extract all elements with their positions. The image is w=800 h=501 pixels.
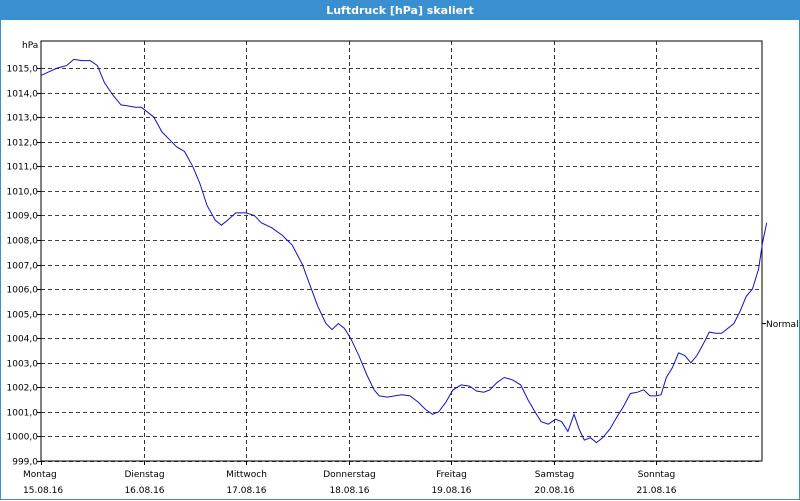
pressure-series-line	[40, 58, 768, 444]
x-tick-date: 15.08.16	[23, 486, 63, 496]
y-tick-label: 1004,0	[7, 335, 39, 345]
y-axis-ticks: 999,0 1000,0 1001,0 1002,0 1003,0 1004,0 1005,…	[7, 65, 41, 468]
y-tick-label: 1000,0	[7, 433, 39, 443]
x-tick-date: 19.08.16	[431, 486, 471, 496]
x-tick-date: 17.08.16	[226, 486, 266, 496]
y-tick-label: 1013,0	[7, 114, 39, 124]
y-tick-label: 1007,0	[7, 262, 39, 272]
x-tick-day: Montag	[23, 470, 57, 480]
y-tick-label: 1008,0	[7, 237, 39, 247]
x-tick-day: Dienstag	[124, 470, 164, 480]
y-tick-label: 1002,0	[7, 384, 39, 394]
y-tick-label: 1011,0	[7, 163, 39, 173]
normal-label: Normal	[766, 320, 799, 330]
y-tick-label: 1010,0	[7, 188, 39, 198]
x-tick-date: 16.08.16	[124, 486, 164, 496]
y-tick-label: 999,0	[12, 458, 38, 468]
x-tick-day: Donnerstag	[323, 470, 376, 480]
x-tick-day: Freitag	[436, 470, 467, 480]
y-tick-label: 1001,0	[7, 409, 39, 419]
y-tick-label: 1006,0	[7, 286, 39, 296]
chart-title: Luftdruck [hPa] skaliert	[1, 1, 799, 20]
x-tick-date: 21.08.16	[636, 486, 676, 496]
x-tick-day: Mittwoch	[226, 470, 267, 480]
y-tick-label: 1009,0	[7, 212, 39, 222]
x-tick-date: 20.08.16	[534, 486, 574, 496]
y-tick-label: 1012,0	[7, 139, 39, 149]
y-tick-label: 1003,0	[7, 360, 39, 370]
y-tick-label: 1015,0	[7, 65, 39, 75]
y-tick-label: 1005,0	[7, 311, 39, 321]
x-tick-day: Sonntag	[638, 470, 675, 480]
grid-lines	[41, 41, 766, 462]
plot-area	[40, 40, 763, 462]
x-axis-ticks: Montag 15.08.16 Dienstag 16.08.16 Mittwoch 17…	[23, 461, 677, 496]
y-axis-unit: hPa	[22, 41, 38, 51]
x-tick-day: Samstag	[535, 470, 574, 480]
y-tick-label: 1014,0	[7, 90, 39, 100]
x-tick-date: 18.08.16	[329, 486, 369, 496]
